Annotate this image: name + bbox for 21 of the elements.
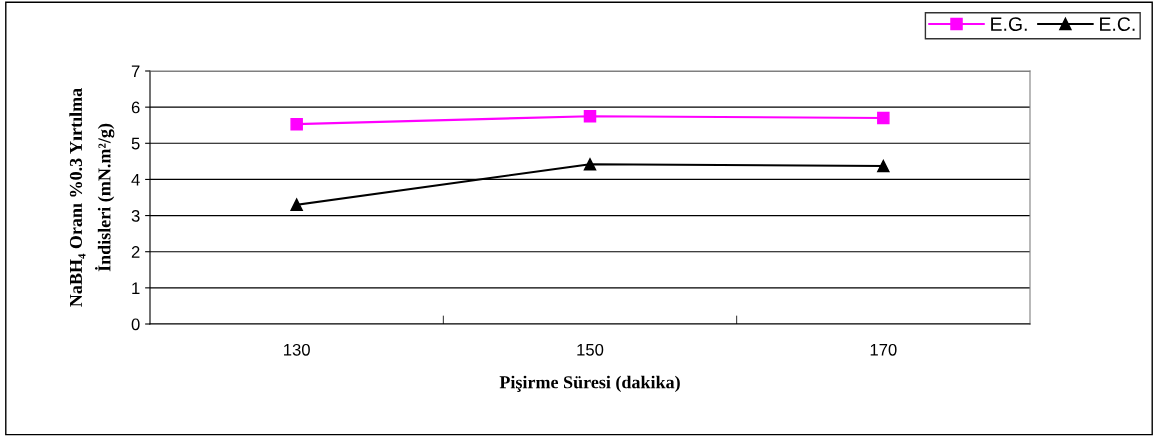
x-tick-label: 170 (870, 343, 897, 356)
x-axis-title: Pişirme Süresi (dakika) (499, 375, 680, 393)
y-tick-label: 2 (131, 246, 140, 258)
y-tick-label: 5 (131, 137, 140, 150)
point (877, 159, 890, 173)
legend-label: E.C. (1100, 17, 1135, 31)
y-tick-label: 1 (132, 282, 140, 294)
x-tick-label: 150 (577, 343, 604, 356)
y-tick-label: 0 (131, 318, 140, 331)
point (583, 157, 597, 171)
y-tick-label: 3 (131, 209, 140, 222)
y-tick-label: 4 (131, 174, 140, 186)
y-axis-title: NaBH₄ Oranı %0.3 Yırtılma İndisleri (mN.m²/g) (69, 88, 115, 307)
point (877, 111, 890, 125)
y-tick-label: 7 (131, 65, 140, 78)
x-tick-label: 130 (284, 343, 310, 356)
legend-label: E.G. (991, 17, 1027, 31)
point (290, 198, 303, 211)
point (583, 109, 597, 123)
point (290, 117, 303, 131)
y-tick-label: 6 (131, 101, 140, 114)
